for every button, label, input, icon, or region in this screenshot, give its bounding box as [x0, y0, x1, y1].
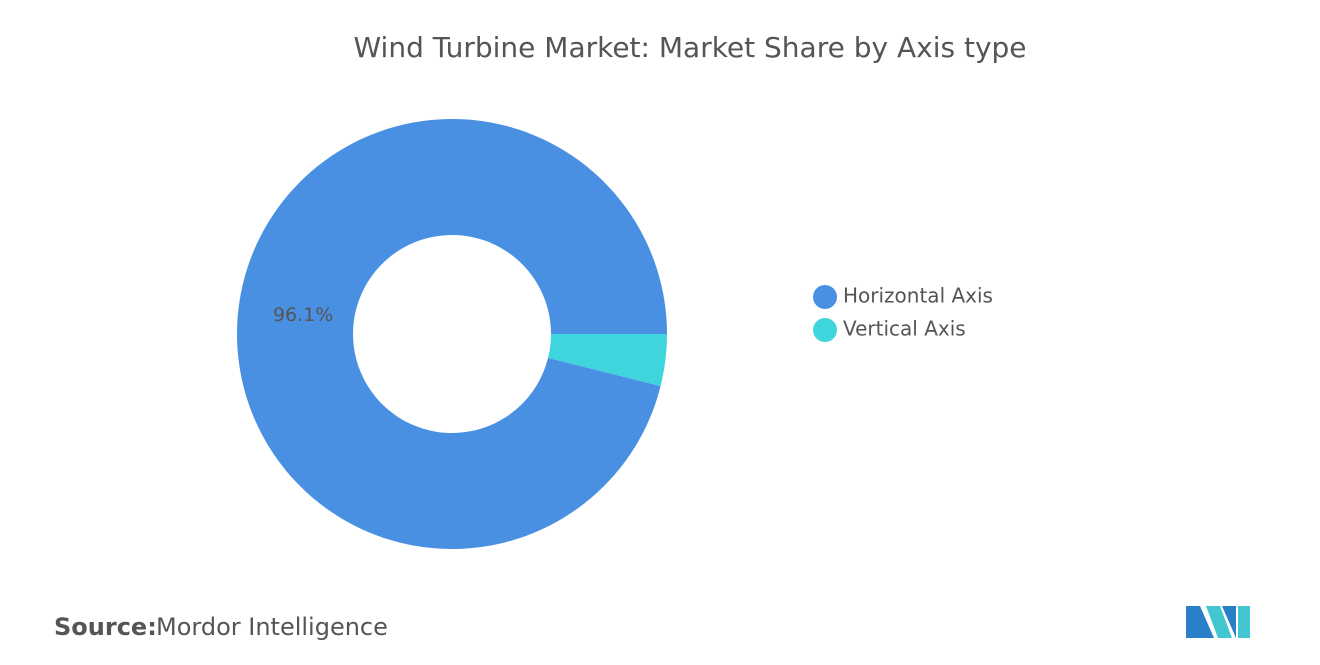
- legend-marker: [813, 318, 837, 342]
- legend-marker: [813, 285, 837, 309]
- chart-title: Wind Turbine Market: Market Share by Axi…: [353, 31, 1026, 64]
- slice: [548, 334, 667, 387]
- source: Mordor Intelligence: [156, 613, 388, 641]
- logo: [1186, 606, 1250, 638]
- legend-label: Horizontal Axis: [843, 284, 993, 308]
- legend-label: Vertical Axis: [843, 317, 966, 341]
- source-label: Source:: [54, 613, 157, 641]
- slice: [237, 118, 667, 549]
- data-label: 96.1%: [273, 304, 333, 326]
